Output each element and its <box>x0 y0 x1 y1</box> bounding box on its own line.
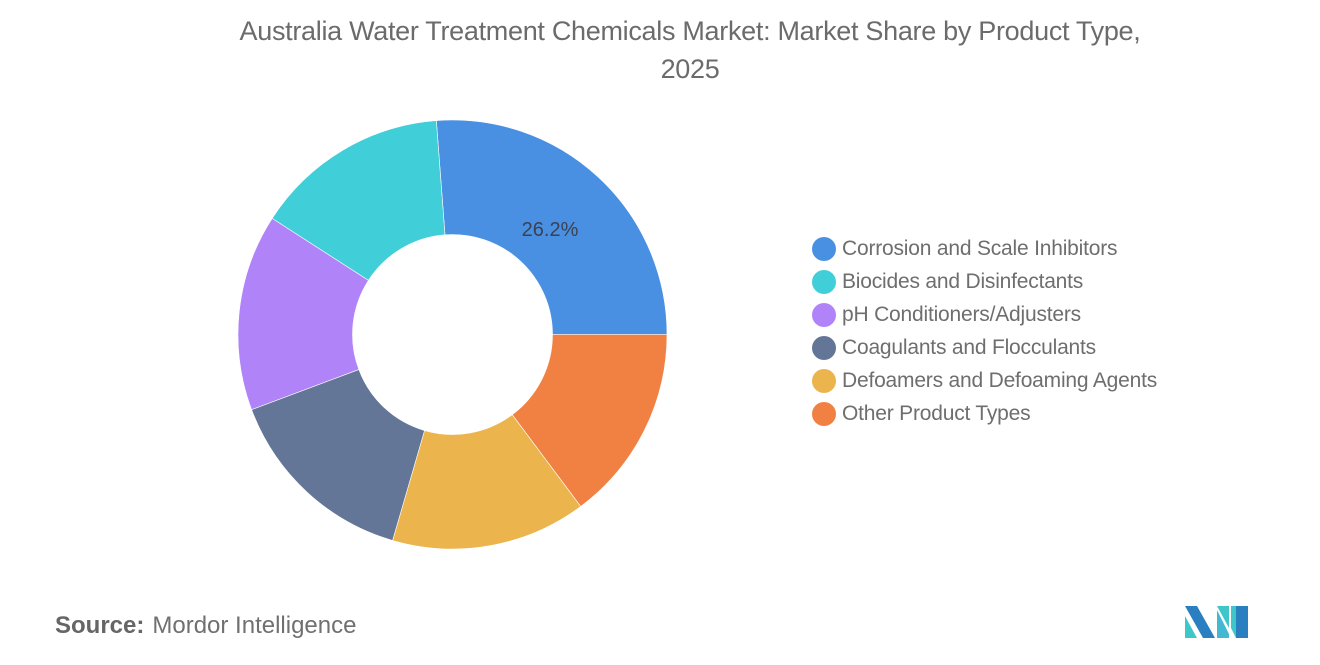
source-label: Source: <box>55 612 145 639</box>
slice-corrosion[interactable] <box>436 119 668 335</box>
legend-dot-icon <box>812 368 836 393</box>
chart-title-line2: 2025 <box>660 54 720 84</box>
legend-label: Coagulants and Flocculants <box>842 335 1096 359</box>
chart-title: Australia Water Treatment Chemicals Mark… <box>0 12 1320 88</box>
legend-label: Biocides and Disinfectants <box>842 269 1084 293</box>
legend-item-corrosion[interactable]: Corrosion and Scale Inhibitors <box>812 232 1157 265</box>
source-value: Mordor Intelligence <box>152 612 357 639</box>
legend-label: Other Product Types <box>842 401 1031 425</box>
slice-ph-conditioners[interactable] <box>237 218 369 411</box>
slice-defoamers[interactable] <box>392 414 582 550</box>
legend: Corrosion and Scale Inhibitors Biocides … <box>812 232 1157 430</box>
legend-label: pH Conditioners/Adjusters <box>842 302 1081 326</box>
slice-biocides[interactable] <box>271 120 446 281</box>
legend-item-biocides[interactable]: Biocides and Disinfectants <box>812 265 1157 298</box>
legend-item-coagulants[interactable]: Coagulants and Flocculants <box>812 331 1157 364</box>
legend-dot-icon <box>812 302 836 327</box>
donut-slices <box>237 119 668 550</box>
source-note: Source: Mordor Intelligence <box>55 612 356 640</box>
legend-item-ph-conditioners[interactable]: pH Conditioners/Adjusters <box>812 298 1157 331</box>
data-label-corrosion: 26.2% <box>522 219 579 241</box>
mordor-intelligence-logo-icon <box>1185 606 1248 638</box>
legend-dot-icon <box>812 335 836 360</box>
slice-coagulants[interactable] <box>251 369 425 541</box>
legend-item-defoamers[interactable]: Defoamers and Defoaming Agents <box>812 364 1157 397</box>
legend-dot-icon <box>812 269 836 294</box>
slice-other[interactable] <box>511 334 668 507</box>
legend-dot-icon <box>812 401 836 426</box>
chart-title-line1: Australia Water Treatment Chemicals Mark… <box>239 16 1141 46</box>
legend-item-other[interactable]: Other Product Types <box>812 397 1157 430</box>
legend-label: Corrosion and Scale Inhibitors <box>842 236 1118 260</box>
legend-dot-icon <box>812 236 836 261</box>
legend-label: Defoamers and Defoaming Agents <box>842 368 1158 392</box>
